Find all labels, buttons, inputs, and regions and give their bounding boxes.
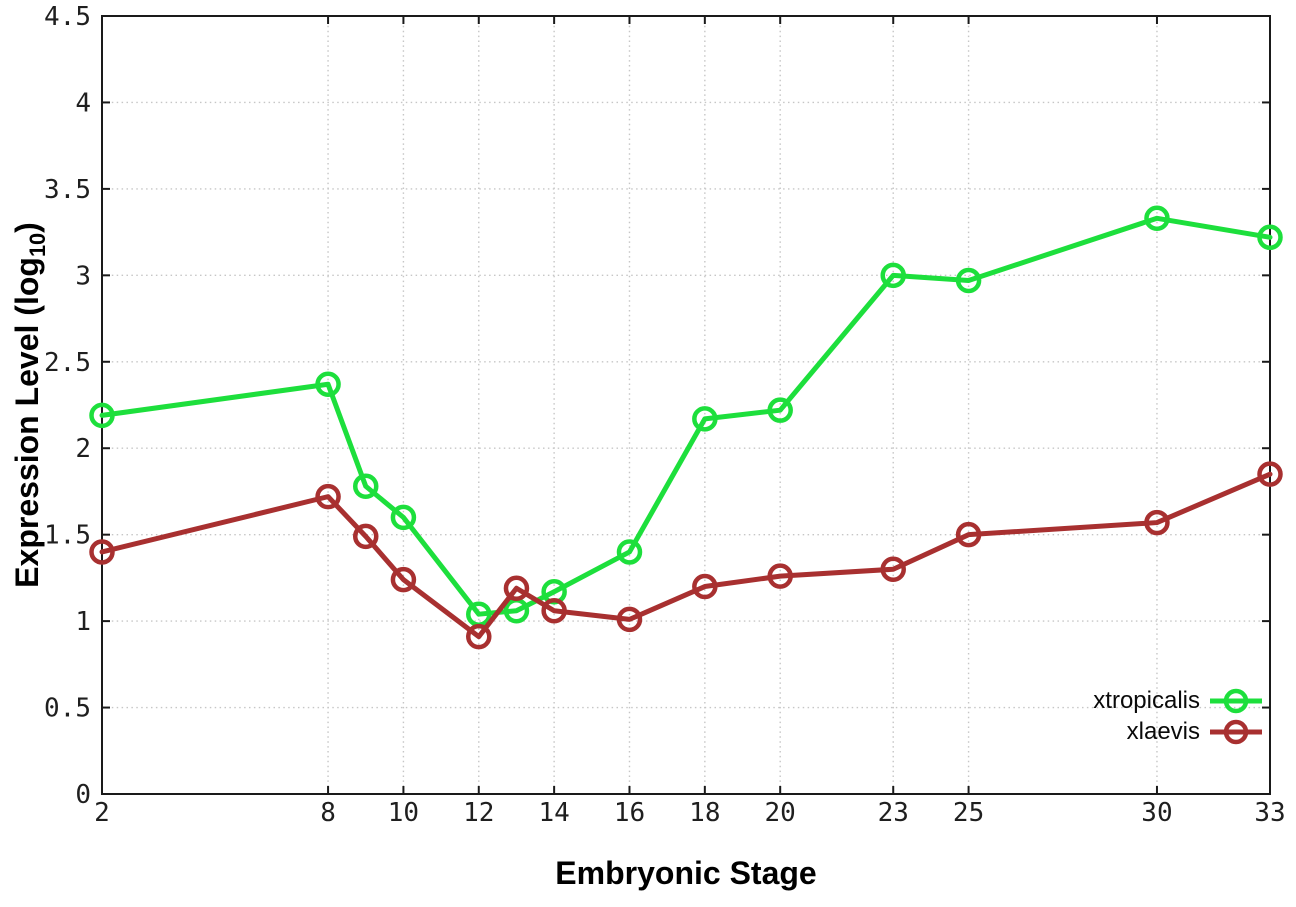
x-tick-label-20: 20	[765, 798, 796, 828]
legend-item-xtropicalis: xtropicalis	[1093, 685, 1263, 716]
data-point-xlaevis-13	[503, 575, 530, 602]
data-point-xlaevis-25	[955, 521, 982, 548]
legend-label-xtropicalis: xtropicalis	[1093, 687, 1200, 714]
data-point-xlaevis-8	[315, 483, 341, 510]
data-point-xlaevis-33	[1257, 461, 1283, 487]
y-tick-label-2: 2	[75, 434, 91, 464]
series-points-xlaevis	[89, 461, 1283, 650]
y-tick-label-2.5: 2.5	[44, 348, 91, 378]
data-point-xlaevis-18	[692, 573, 718, 600]
y-tick-label-4: 4	[75, 88, 91, 118]
x-tick-label-16: 16	[614, 798, 645, 828]
gridlines	[102, 16, 1270, 794]
x-tick-label-33: 33	[1254, 798, 1285, 828]
y-tick-label-1.5: 1.5	[44, 521, 91, 551]
legend-marker-xlaevis	[1210, 719, 1262, 744]
x-tick-label-2: 2	[94, 798, 110, 828]
y-axis-label: Expression Level (log10)	[9, 222, 51, 588]
data-point-xlaevis-10	[390, 566, 417, 593]
data-point-xlaevis-9	[352, 523, 379, 550]
legend: xtropicalis xlaevis	[1093, 685, 1263, 747]
tick-labels: 2 8 10 12 14 16 18 20 23 25 30 33 0 0.5 1 1.5 2 2.5 3 3.5 4 4…	[44, 2, 1286, 828]
y-axis-label-end: )	[9, 222, 46, 233]
plot-border	[101, 15, 1271, 795]
y-tick-label-3.5: 3.5	[44, 175, 91, 205]
data-point-xtropicalis-23	[880, 262, 906, 289]
legend-marker-xtropicalis	[1210, 688, 1262, 713]
x-tick-label-14: 14	[538, 798, 569, 828]
data-point-xtropicalis-25	[955, 267, 982, 294]
legend-sample-point-xlaevis	[1223, 719, 1249, 744]
data-point-xlaevis-14	[541, 597, 567, 624]
x-tick-label-30: 30	[1141, 798, 1172, 828]
x-tick-label-10: 10	[388, 798, 419, 828]
data-point-xtropicalis-30	[1144, 205, 1170, 232]
legend-sample-point-xtropicalis	[1223, 688, 1249, 713]
data-point-xlaevis-30	[1144, 509, 1170, 536]
data-point-xtropicalis-16	[616, 539, 643, 565]
y-axis-label-main: Expression Level (log	[9, 257, 46, 588]
data-point-xtropicalis-33	[1257, 224, 1283, 251]
y-axis-label-subscript: 10	[24, 232, 50, 258]
data-point-xtropicalis-18	[692, 406, 718, 432]
y-tick-label-4.5: 4.5	[44, 2, 91, 32]
y-tick-label-0: 0	[75, 780, 91, 810]
y-tick-label-0.5: 0.5	[44, 694, 91, 724]
data-point-xlaevis-16	[616, 606, 643, 633]
series-line-xtropicalis	[99, 215, 1273, 617]
data-point-xtropicalis-10	[390, 504, 417, 531]
data-point-xtropicalis-20	[767, 397, 793, 423]
data-point-xlaevis-20	[767, 563, 793, 589]
series-line-xlaevis	[99, 471, 1273, 640]
data-point-xtropicalis-9	[352, 473, 379, 500]
data-point-xtropicalis-2	[89, 402, 115, 429]
data-point-xlaevis-12	[466, 623, 492, 650]
data-point-xtropicalis-8	[315, 371, 341, 398]
legend-item-xlaevis: xlaevis	[1093, 716, 1263, 747]
x-tick-label-12: 12	[463, 798, 494, 828]
y-tick-label-3: 3	[75, 261, 91, 291]
legend-label-xlaevis: xlaevis	[1126, 718, 1200, 745]
data-point-xlaevis-23	[880, 556, 906, 582]
x-axis-label: Embryonic Stage	[555, 855, 817, 891]
data-point-xlaevis-2	[89, 539, 115, 565]
x-tick-label-25: 25	[953, 798, 984, 828]
series-points-xtropicalis	[89, 205, 1283, 627]
y-tick-label-1: 1	[75, 607, 91, 637]
tick-marks	[101, 15, 1271, 795]
x-tick-label-8: 8	[320, 798, 336, 828]
x-tick-label-23: 23	[878, 798, 909, 828]
x-tick-label-18: 18	[689, 798, 720, 828]
